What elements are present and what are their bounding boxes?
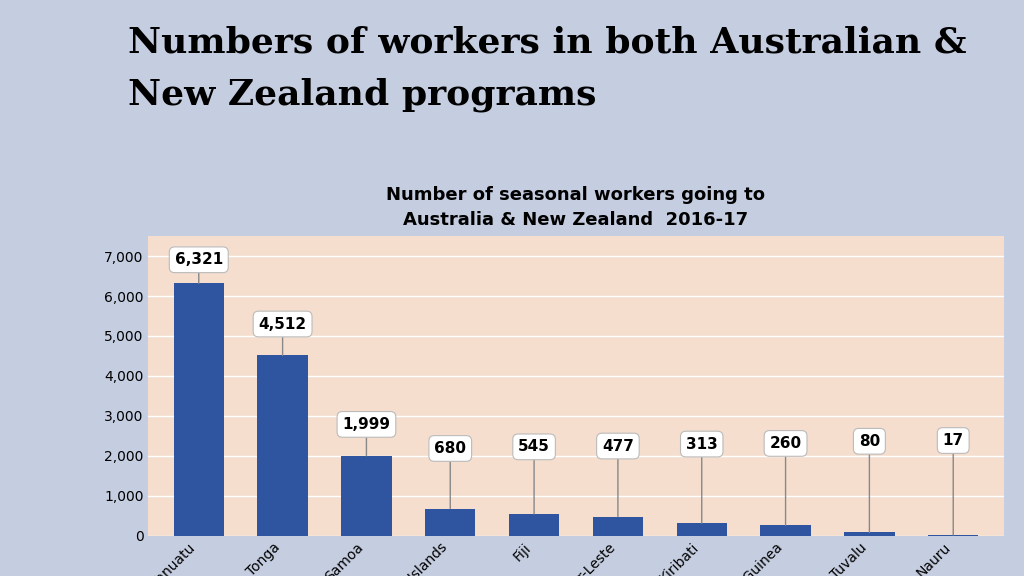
Text: 6,321: 6,321 (175, 252, 223, 283)
Text: 1,999: 1,999 (342, 417, 390, 456)
Text: 680: 680 (434, 441, 466, 509)
Bar (425, 509, 475, 536)
Text: 545: 545 (518, 439, 550, 514)
Bar (509, 514, 559, 536)
Bar (174, 283, 224, 536)
Title: Number of seasonal workers going to
Australia & New Zealand  2016-17: Number of seasonal workers going to Aust… (386, 186, 766, 229)
Text: 80: 80 (859, 434, 880, 532)
Bar (677, 523, 727, 536)
Text: New Zealand programs: New Zealand programs (128, 78, 597, 112)
Bar (761, 525, 811, 536)
Bar (257, 355, 308, 536)
Bar (928, 535, 978, 536)
Text: 4,512: 4,512 (258, 317, 306, 355)
Text: 477: 477 (602, 438, 634, 517)
Bar (593, 517, 643, 536)
Text: 313: 313 (686, 437, 718, 523)
Text: Numbers of workers in both Australian &: Numbers of workers in both Australian & (128, 26, 967, 60)
Bar (844, 532, 895, 536)
Text: 17: 17 (943, 433, 964, 535)
Bar (341, 456, 391, 536)
Text: 260: 260 (769, 436, 802, 525)
